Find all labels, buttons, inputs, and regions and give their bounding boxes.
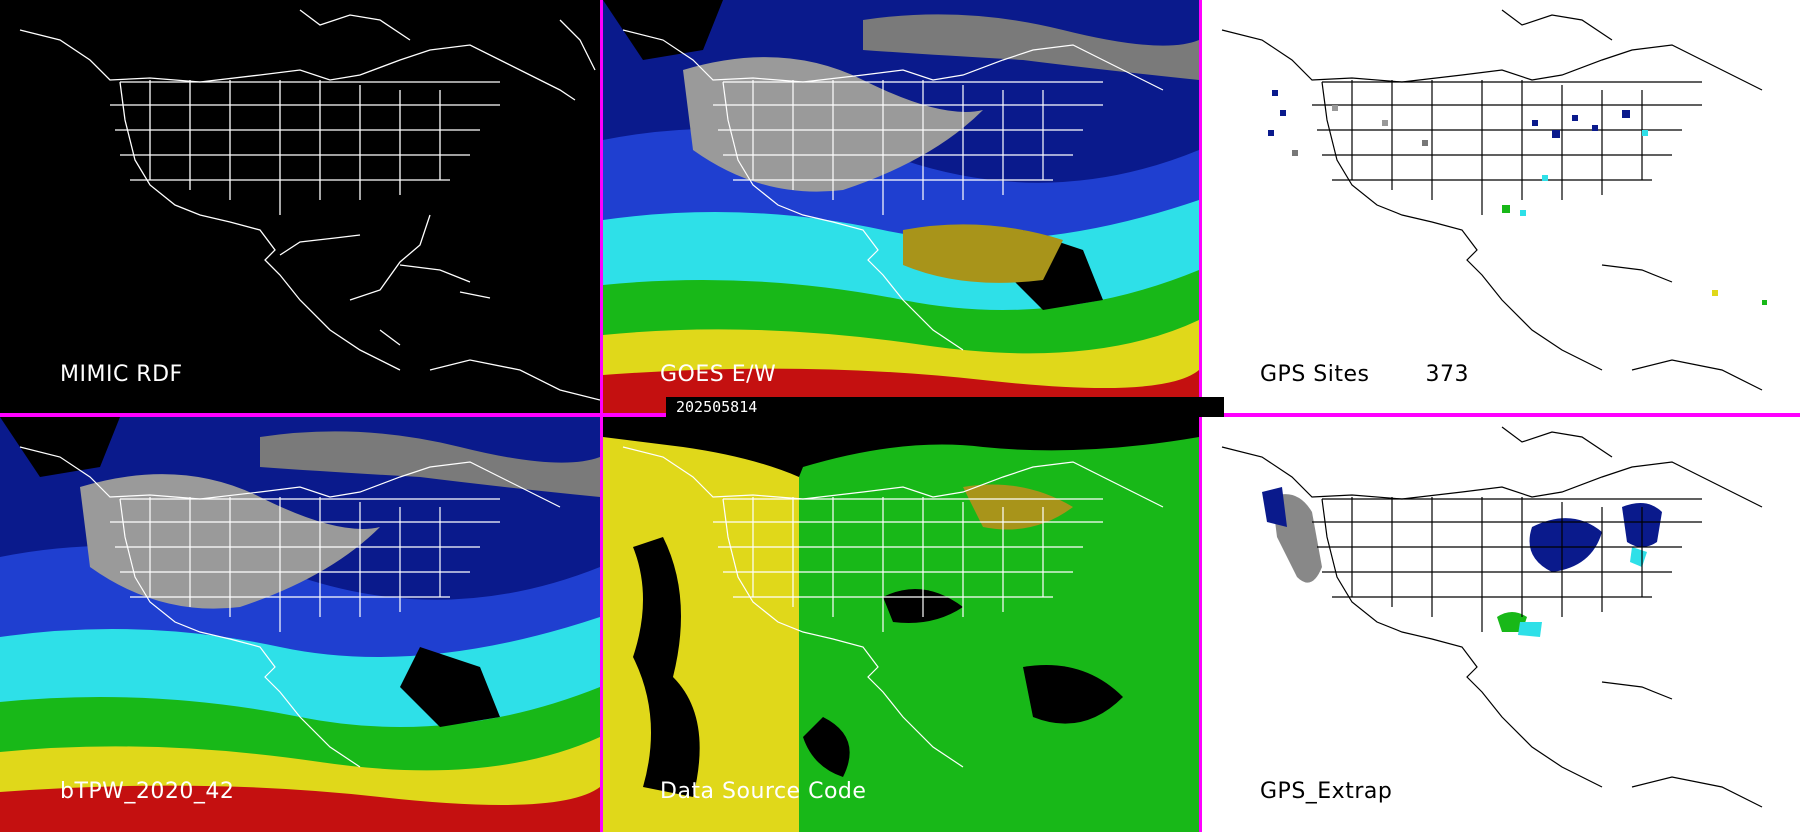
panel-label-gps-extrap: GPS_Extrap [1260, 779, 1393, 804]
btpw-map [0, 417, 600, 832]
panel-goes-ew: GOES E/W [603, 0, 1199, 413]
panel-label-mimic-rdf: MIMIC RDF [60, 362, 183, 387]
gps-extrap-map [1221, 426, 1763, 808]
panel-gps-extrap: GPS_Extrap [1202, 417, 1800, 832]
mimic-rdf-map [19, 9, 600, 401]
timestamp-label: 202505814 [666, 397, 1224, 417]
gps-sites-count: 373 [1425, 362, 1469, 387]
panel-label-btpw: bTPW_2020_42 [60, 779, 235, 804]
gps-sites-map [1221, 9, 1767, 391]
goes-ew-map [603, 0, 1199, 413]
panel-data-source-code: Data Source Code [603, 417, 1199, 832]
panel-btpw: bTPW_2020_42 [0, 417, 600, 832]
panel-label-gps-sites: GPS Sites 373 [1260, 362, 1469, 387]
panel-mimic-rdf: MIMIC RDF [0, 0, 600, 413]
gps-site-markers [1268, 90, 1767, 305]
data-source-code-map [603, 417, 1199, 832]
gps-sites-label-text: GPS Sites [1260, 362, 1370, 387]
panel-label-data-source-code: Data Source Code [660, 779, 867, 804]
panel-label-goes-ew: GOES E/W [660, 362, 777, 387]
panel-gps-sites: GPS Sites 373 [1202, 0, 1800, 413]
